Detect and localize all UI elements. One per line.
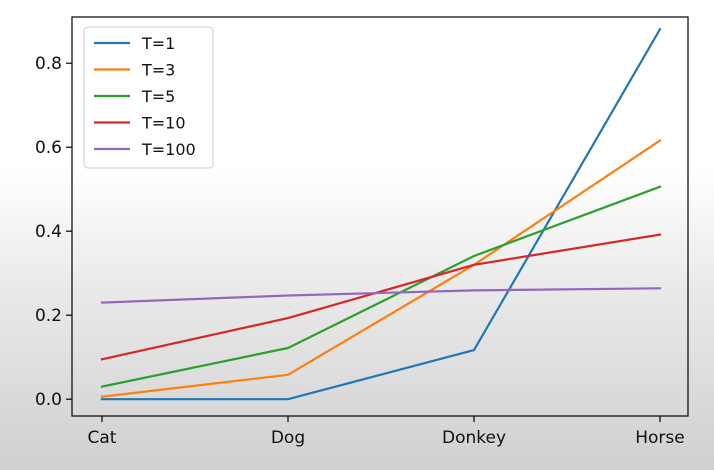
series-layer	[100, 27, 662, 401]
series-line-t3	[100, 138, 662, 398]
series-line-t1	[100, 27, 662, 401]
y-tick-label: 0.6	[35, 138, 62, 158]
legend: T=1 T=3 T=5 T=10 T=100	[83, 26, 214, 169]
y-tick-label: 0.0	[35, 390, 62, 410]
x-tick-label-dog: Dog	[271, 428, 305, 448]
legend-box	[83, 26, 214, 169]
y-axis: 0.0 0.2 0.4 0.6 0.8	[35, 54, 72, 410]
x-axis: Cat Dog Donkey Horse	[88, 416, 685, 448]
y-tick-label: 0.2	[35, 306, 62, 326]
y-tick-label: 0.8	[35, 54, 62, 74]
legend-label: T=3	[141, 61, 175, 80]
legend-label: T=5	[141, 87, 175, 106]
x-tick-label-donkey: Donkey	[442, 428, 506, 448]
series-line-t100	[100, 287, 662, 304]
plot-frame	[71, 16, 689, 417]
legend-label: T=100	[141, 140, 196, 159]
legend-label: T=1	[141, 34, 175, 53]
y-tick-label: 0.4	[35, 222, 62, 242]
x-tick-label-horse: Horse	[635, 428, 685, 448]
legend-label: T=10	[141, 114, 186, 133]
series-line-t10	[100, 233, 662, 361]
series-line-t5	[100, 185, 662, 388]
x-tick-label-cat: Cat	[88, 428, 117, 448]
